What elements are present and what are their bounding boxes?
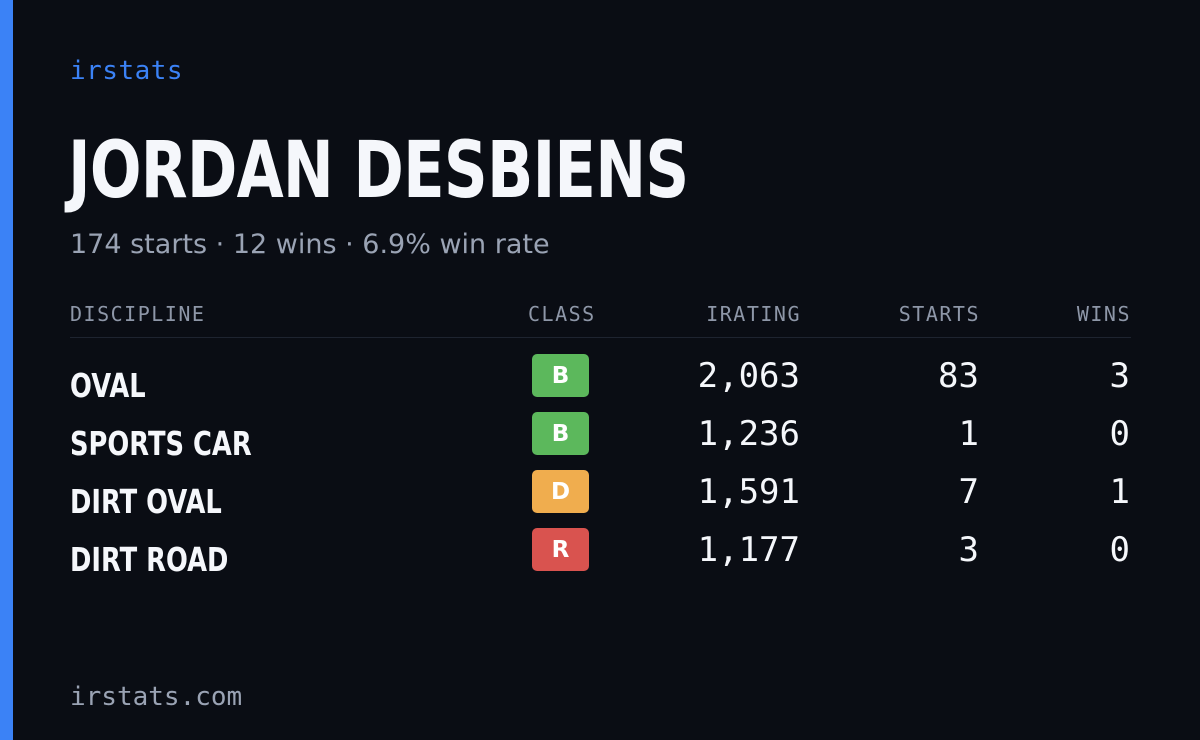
table-row: SPORTS CAR B 1,236 1 0 — [70, 412, 1131, 470]
header-starts: STARTS — [898, 302, 980, 326]
irating-value: 1,236 — [697, 414, 800, 454]
irating-value: 1,177 — [697, 530, 800, 570]
class-badge: R — [532, 528, 589, 571]
header-irating: IRATING — [706, 302, 801, 326]
wins-value: 0 — [1109, 414, 1130, 454]
irating-value: 2,063 — [697, 356, 800, 396]
starts-value: 1 — [958, 414, 979, 454]
irating-value: 1,591 — [697, 472, 800, 512]
discipline-label: DIRT OVAL — [70, 482, 222, 521]
driver-name: JORDAN DESBIENS — [68, 126, 689, 216]
brand-logo: irstats — [70, 56, 184, 86]
table-row: DIRT OVAL D 1,591 7 1 — [70, 470, 1131, 528]
discipline-label: OVAL — [70, 366, 146, 405]
wins-value: 3 — [1109, 356, 1130, 396]
discipline-label: SPORTS CAR — [70, 424, 252, 463]
table-row: OVAL B 2,063 83 3 — [70, 354, 1131, 412]
class-badge: B — [532, 354, 589, 397]
header-wins: WINS — [1076, 302, 1131, 326]
table-row: DIRT ROAD R 1,177 3 0 — [70, 528, 1131, 586]
starts-value: 3 — [958, 530, 979, 570]
discipline-label: DIRT ROAD — [70, 540, 229, 579]
accent-bar — [0, 0, 13, 740]
header-discipline: DISCIPLINE — [70, 302, 206, 326]
starts-value: 83 — [938, 356, 979, 396]
starts-value: 7 — [958, 472, 979, 512]
class-badge: D — [532, 470, 589, 513]
header-class: CLASS — [528, 302, 596, 326]
class-badge: B — [532, 412, 589, 455]
footer-url: irstats.com — [70, 682, 243, 712]
wins-value: 1 — [1109, 472, 1130, 512]
wins-value: 0 — [1109, 530, 1130, 570]
table-header: DISCIPLINE CLASS IRATING STARTS WINS — [70, 300, 1131, 338]
driver-summary: 174 starts · 12 wins · 6.9% win rate — [70, 229, 550, 260]
